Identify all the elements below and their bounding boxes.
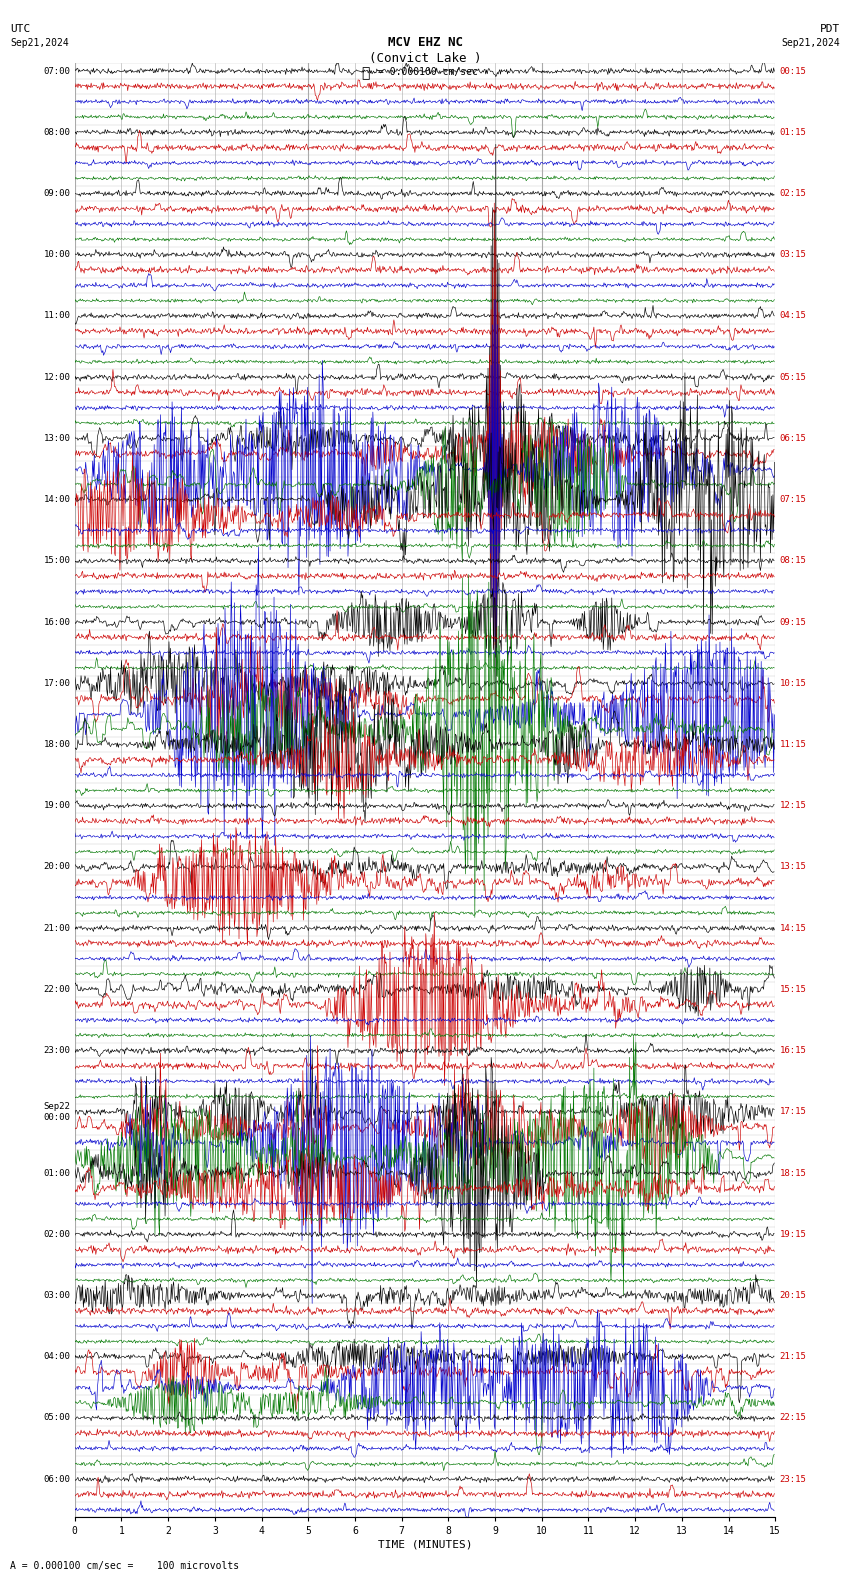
Text: UTC: UTC [10, 24, 31, 33]
Text: (Convict Lake ): (Convict Lake ) [369, 52, 481, 65]
Text: MCV EHZ NC: MCV EHZ NC [388, 36, 462, 49]
Text: = 0.000100 cm/sec: = 0.000100 cm/sec [378, 67, 478, 76]
Text: PDT: PDT [819, 24, 840, 33]
Text: ⎸: ⎸ [361, 67, 370, 81]
Text: Sep21,2024: Sep21,2024 [10, 38, 69, 48]
X-axis label: TIME (MINUTES): TIME (MINUTES) [377, 1540, 473, 1549]
Text: A = 0.000100 cm/sec =    100 microvolts: A = 0.000100 cm/sec = 100 microvolts [10, 1562, 240, 1571]
Text: Sep21,2024: Sep21,2024 [781, 38, 840, 48]
